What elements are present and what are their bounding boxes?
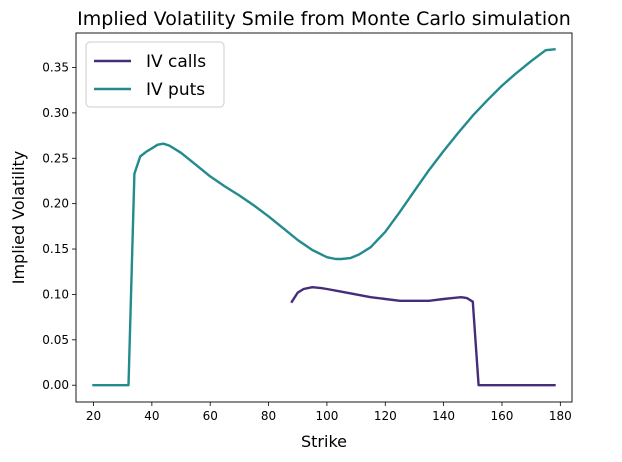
y-tick-label: 0.15 bbox=[42, 242, 69, 256]
x-axis-label: Strike bbox=[301, 432, 347, 451]
x-tick-label: 60 bbox=[203, 409, 218, 423]
x-tick-label: 20 bbox=[86, 409, 101, 423]
series-line-1 bbox=[290, 286, 556, 387]
y-axis-label: Implied Volatility bbox=[9, 151, 28, 285]
y-tick-label: 0.10 bbox=[42, 287, 69, 301]
x-tick-label: 100 bbox=[315, 409, 338, 423]
plot-frame bbox=[75, 32, 573, 403]
y-tick-label: 0.25 bbox=[42, 151, 69, 165]
y-tick-label: 0.05 bbox=[42, 333, 69, 347]
y-tick-label: 0.20 bbox=[42, 197, 69, 211]
y-axis-ticks: 0.00 0.05 0.10 0.15 0.20 0.25 0.30 0.35 bbox=[42, 60, 76, 392]
series-layer bbox=[92, 47, 556, 387]
legend: IV calls IV puts bbox=[85, 41, 225, 108]
y-tick-label: 0.00 bbox=[42, 378, 69, 392]
x-tick-label: 40 bbox=[144, 409, 159, 423]
legend-box bbox=[85, 41, 225, 108]
plot-area bbox=[75, 32, 573, 403]
y-tick-label: 0.35 bbox=[42, 60, 69, 74]
legend-label: IV puts bbox=[146, 80, 205, 100]
x-tick-label: 80 bbox=[261, 409, 276, 423]
x-axis-ticks: 20 40 60 80 100 120 140 160 180 bbox=[86, 402, 572, 423]
x-tick-label: 180 bbox=[549, 409, 572, 423]
chart-title: Implied Volatility Smile from Monte Carl… bbox=[77, 8, 571, 30]
y-tick-label: 0.30 bbox=[42, 106, 69, 120]
x-tick-label: 160 bbox=[491, 409, 514, 423]
legend-label: IV calls bbox=[146, 52, 206, 72]
x-tick-label: 140 bbox=[432, 409, 455, 423]
series-line-2 bbox=[92, 47, 556, 387]
x-tick-label: 120 bbox=[374, 409, 397, 423]
